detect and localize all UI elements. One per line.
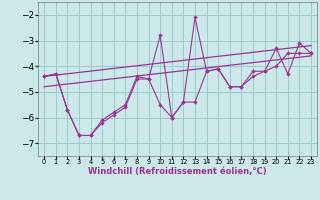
X-axis label: Windchill (Refroidissement éolien,°C): Windchill (Refroidissement éolien,°C)	[88, 167, 267, 176]
